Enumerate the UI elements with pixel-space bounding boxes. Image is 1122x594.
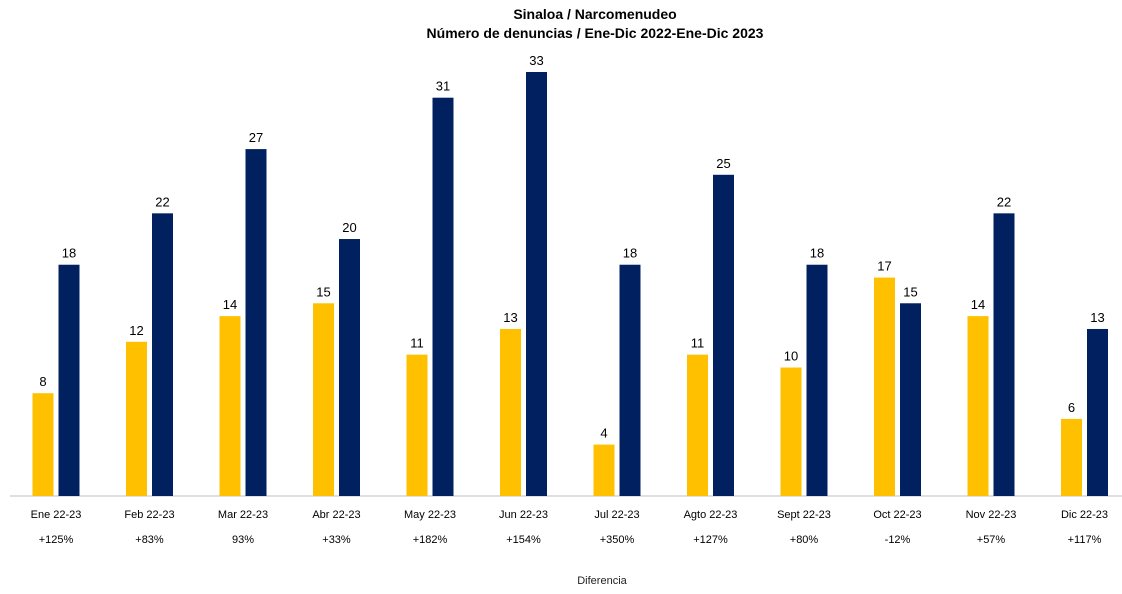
data-label: 15 [903,284,917,299]
bar-series2 [246,149,267,496]
bar-series2 [433,98,454,496]
data-label: 8 [39,374,46,389]
bar-series1 [33,393,54,496]
bar-series2 [900,303,921,496]
bar-series2 [339,239,360,496]
bar-series1 [594,445,615,496]
data-label: 33 [529,53,543,68]
data-label: 14 [223,297,237,312]
x-tick-label: Sept 22-23 [777,509,831,521]
bar-series2 [713,175,734,496]
x-tick-label: May 22-23 [404,509,456,521]
data-label: 18 [62,246,76,261]
difference-label: +350% [600,534,635,546]
bar-series2 [526,72,547,496]
data-label: 11 [691,336,705,351]
data-label: 18 [810,246,824,261]
difference-label: +117% [1068,534,1102,546]
x-tick-label: Ene 22-23 [31,509,82,521]
x-tick-label: Jul 22-23 [594,509,639,521]
x-tick-label: Oct 22-23 [873,509,921,521]
data-label: 11 [410,336,424,351]
data-label: 17 [877,259,891,274]
x-tick-label: Mar 22-23 [218,509,268,521]
bar-series1 [1061,419,1082,496]
bar-series1 [313,303,334,496]
data-label: 27 [249,130,263,145]
bar-series1 [687,355,708,496]
bar-series1 [968,316,989,496]
bar-series2 [152,213,173,496]
difference-label: +154% [506,534,541,546]
data-label: 22 [155,194,169,209]
difference-label: +57% [977,534,1006,546]
data-label: 18 [623,246,637,261]
x-tick-label: Abr 22-23 [312,509,360,521]
bar-series1 [500,329,521,496]
bar-series1 [220,316,241,496]
data-label: 25 [716,156,730,171]
data-label: 20 [342,220,356,235]
difference-label: +80% [790,534,819,546]
data-label: 4 [600,426,607,441]
difference-label: 93% [232,534,254,546]
data-label: 22 [997,194,1011,209]
data-label: 12 [129,323,143,338]
difference-label: +33% [322,534,351,546]
data-label: 15 [316,284,330,299]
difference-label: -12% [885,534,911,546]
bar-series1 [781,368,802,496]
bar-series2 [807,265,828,496]
x-axis-label: Diferencia [0,575,1122,587]
data-label: 6 [1068,400,1075,415]
data-label: 13 [1090,310,1104,325]
difference-label: +127% [693,534,728,546]
difference-label: +125% [39,534,74,546]
data-label: 13 [503,310,517,325]
x-tick-label: Dic 22-23 [1061,509,1108,521]
x-tick-label: Jun 22-23 [499,509,548,521]
bar-series2 [59,265,80,496]
data-label: 10 [784,349,798,364]
bar-series1 [126,342,147,496]
x-tick-label: Feb 22-23 [124,509,174,521]
bar-series1 [407,355,428,496]
x-tick-label: Agto 22-23 [684,509,738,521]
x-tick-label: Nov 22-23 [966,509,1017,521]
data-label: 14 [971,297,985,312]
bar-series1 [874,278,895,496]
data-label: 31 [436,79,450,94]
bar-series2 [620,265,641,496]
difference-label: +182% [413,534,448,546]
difference-label: +83% [135,534,164,546]
bar-series2 [1087,329,1108,496]
bar-series2 [994,213,1015,496]
